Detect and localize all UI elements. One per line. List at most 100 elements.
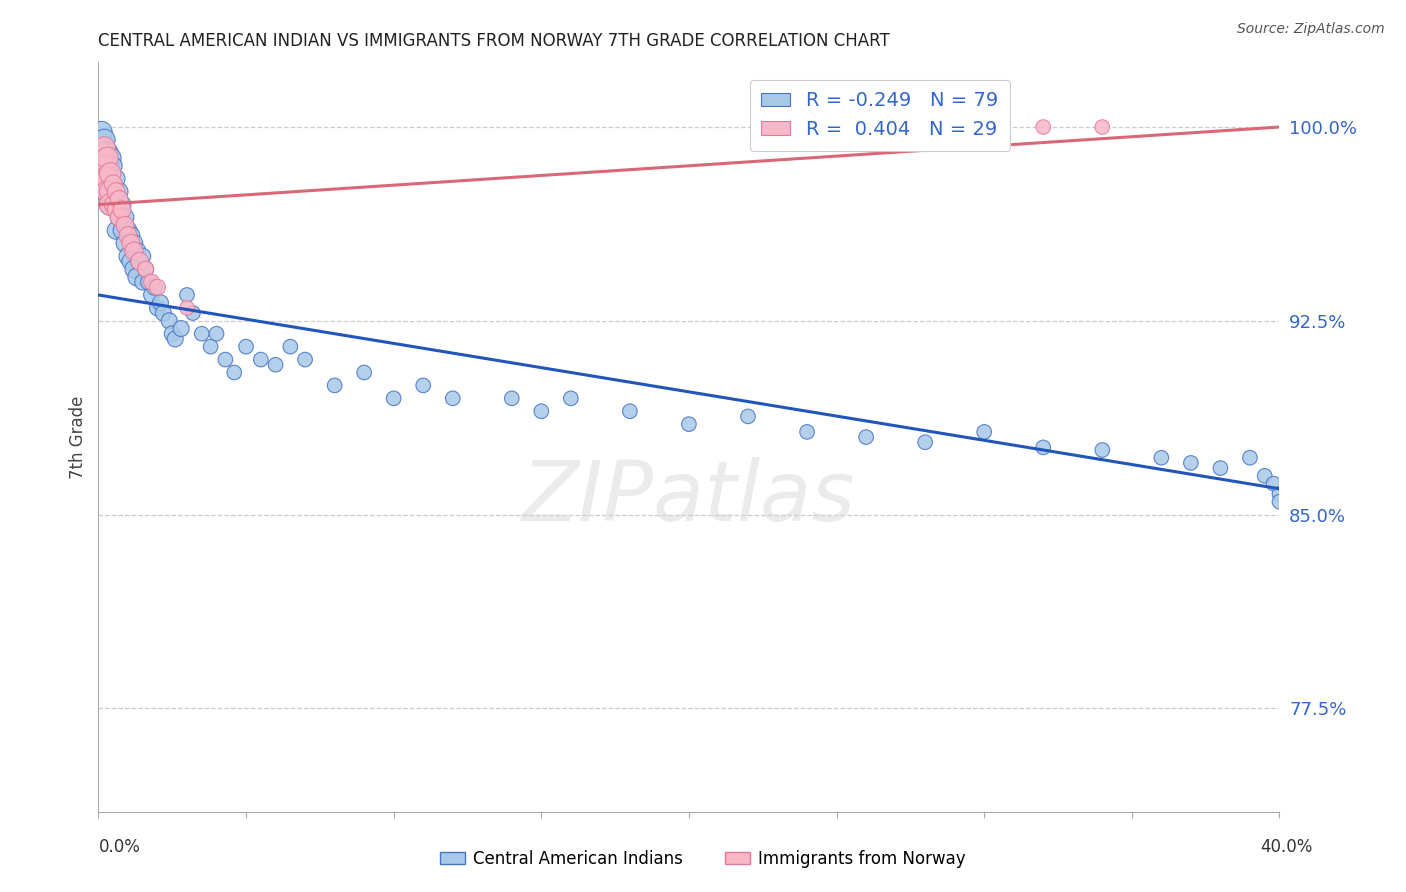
Point [125,244,148,258]
Point [1091,120,1114,134]
Point [120,254,142,268]
Point [96,151,118,165]
Point [796,425,818,439]
Point [181,306,204,320]
Point [108,185,131,199]
Point [103,185,125,199]
Point [125,269,148,284]
Point [619,404,641,418]
Point [855,430,877,444]
Point [111,223,134,237]
Point [122,236,145,251]
Point [98,167,121,181]
Point [560,392,582,406]
Text: CENTRAL AMERICAN INDIAN VS IMMIGRANTS FROM NORWAY 7TH GRADE CORRELATION CHART: CENTRAL AMERICAN INDIAN VS IMMIGRANTS FR… [98,32,890,50]
Legend: Central American Indians, Immigrants from Norway: Central American Indians, Immigrants fro… [433,844,973,875]
Point [117,228,139,243]
Point [96,145,118,160]
Point [120,236,142,251]
Point [128,254,150,268]
Point [98,197,121,211]
Point [294,352,316,367]
Point [122,262,145,277]
Point [96,185,118,199]
Point [1032,120,1054,134]
Point [152,306,174,320]
Point [135,262,157,277]
Point [117,223,139,237]
Point [132,275,155,289]
Point [176,288,198,302]
Point [98,177,121,191]
Text: 40.0%: 40.0% [1260,838,1313,855]
Point [1254,468,1277,483]
Point [98,197,121,211]
Point [114,211,136,225]
Point [93,171,115,186]
Point [914,435,936,450]
Point [280,340,302,354]
Point [214,352,236,367]
Point [205,326,228,341]
Point [105,223,128,237]
Point [108,193,131,207]
Text: 0.0%: 0.0% [98,838,141,855]
Point [132,249,155,263]
Point [200,340,222,354]
Point [973,425,995,439]
Point [170,321,193,335]
Point [323,378,346,392]
Point [105,202,128,217]
Point [1239,450,1261,465]
Point [1209,461,1232,475]
Point [1091,442,1114,457]
Point [122,244,145,258]
Text: Source: ZipAtlas.com: Source: ZipAtlas.com [1237,22,1385,37]
Point [128,254,150,268]
Point [114,236,136,251]
Text: ZIPatlas: ZIPatlas [522,457,856,538]
Point [353,366,375,380]
Point [501,392,523,406]
Point [111,202,134,217]
Point [141,275,163,289]
Point [141,288,163,302]
Legend: R = -0.249   N = 79, R =  0.404   N = 29: R = -0.249 N = 79, R = 0.404 N = 29 [749,79,1010,151]
Point [224,366,246,380]
Point [1268,487,1291,501]
Point [96,167,118,181]
Point [149,295,172,310]
Point [1150,450,1173,465]
Point [165,332,187,346]
Point [138,275,160,289]
Point [135,262,157,277]
Point [105,171,128,186]
Point [93,141,115,155]
Point [103,159,125,173]
Point [412,378,434,392]
Point [93,133,115,147]
Point [382,392,405,406]
Point [96,171,118,186]
Point [108,211,131,225]
Point [93,159,115,173]
Point [1180,456,1202,470]
Point [108,211,131,225]
Point [530,404,553,418]
Point [93,159,115,173]
Point [1268,494,1291,508]
Point [250,352,273,367]
Point [114,218,136,232]
Point [678,417,700,432]
Point [264,358,287,372]
Point [162,326,183,341]
Point [103,177,125,191]
Point [176,301,198,315]
Point [117,249,139,263]
Point [157,314,180,328]
Point [235,340,257,354]
Point [143,280,166,294]
Point [103,197,125,211]
Point [105,185,128,199]
Point [111,197,134,211]
